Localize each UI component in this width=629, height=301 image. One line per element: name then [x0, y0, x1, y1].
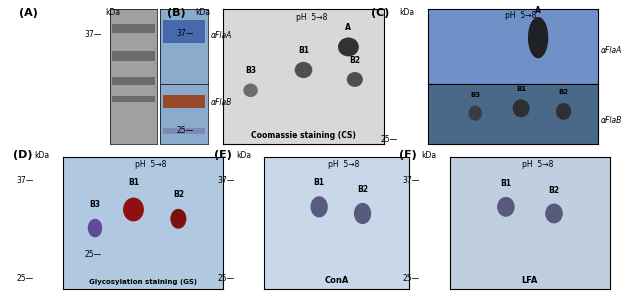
Text: B2: B2 [548, 186, 559, 195]
Text: LFA: LFA [521, 276, 538, 285]
Text: (C): (C) [371, 8, 389, 17]
Ellipse shape [354, 203, 371, 224]
Text: 25—: 25— [381, 135, 398, 144]
Text: B2: B2 [173, 190, 184, 199]
Ellipse shape [347, 72, 363, 87]
Ellipse shape [545, 203, 563, 223]
Text: pH  5→8: pH 5→8 [328, 160, 359, 169]
Text: kDa: kDa [106, 8, 121, 17]
Ellipse shape [88, 219, 102, 237]
Text: B2: B2 [349, 56, 360, 65]
Ellipse shape [170, 209, 186, 229]
Text: 37—: 37— [217, 176, 235, 185]
Text: kDa: kDa [421, 150, 437, 160]
Ellipse shape [311, 196, 328, 217]
Text: ConA: ConA [325, 276, 348, 285]
Text: kDa: kDa [195, 8, 210, 17]
Text: αFlaB: αFlaB [601, 116, 622, 125]
Ellipse shape [556, 103, 571, 120]
Ellipse shape [243, 83, 258, 97]
Text: pH  5→8: pH 5→8 [506, 11, 537, 20]
Text: (B): (B) [167, 8, 186, 17]
Text: pH  5→8: pH 5→8 [296, 13, 327, 22]
Text: 25—: 25— [403, 274, 420, 283]
Text: kDa: kDa [399, 8, 415, 17]
Bar [163, 95, 205, 108]
Text: B1: B1 [501, 179, 511, 188]
Text: Glycosylation staining (GS): Glycosylation staining (GS) [89, 279, 197, 285]
Text: A: A [345, 23, 352, 32]
Text: (E): (E) [214, 150, 231, 160]
Text: αFlaB: αFlaB [211, 98, 232, 107]
Ellipse shape [528, 17, 548, 58]
Text: B3: B3 [470, 92, 481, 98]
Text: 25—: 25— [85, 250, 102, 259]
Text: 37—: 37— [84, 30, 102, 39]
Text: 25—: 25— [177, 126, 194, 135]
Text: kDa: kDa [236, 150, 251, 160]
Ellipse shape [497, 197, 515, 217]
Bar [113, 77, 155, 85]
Bar [163, 20, 205, 43]
Text: Coomassie staining (CS): Coomassie staining (CS) [251, 132, 356, 140]
Bar [113, 51, 155, 61]
Text: B1: B1 [516, 85, 526, 92]
Text: αFlaA: αFlaA [211, 31, 232, 40]
Text: B1: B1 [298, 46, 309, 55]
Ellipse shape [338, 38, 359, 57]
Text: B3: B3 [245, 67, 256, 76]
Text: 37—: 37— [176, 29, 194, 38]
Text: kDa: kDa [35, 150, 50, 160]
Text: (D): (D) [13, 150, 32, 160]
Bar [113, 24, 155, 33]
Text: B1: B1 [314, 178, 325, 187]
Bar [163, 128, 205, 134]
Text: A: A [535, 6, 541, 15]
Text: B2: B2 [357, 185, 368, 194]
Text: B2: B2 [559, 88, 569, 95]
Bar [113, 96, 155, 102]
Text: (F): (F) [399, 150, 417, 160]
Text: pH  5→8: pH 5→8 [522, 160, 554, 169]
Ellipse shape [123, 197, 144, 222]
Text: B1: B1 [128, 178, 139, 187]
Text: 37—: 37— [403, 176, 420, 185]
Ellipse shape [469, 106, 482, 121]
Text: (A): (A) [19, 8, 38, 17]
Text: B3: B3 [89, 200, 101, 209]
Text: 37—: 37— [16, 176, 33, 185]
Ellipse shape [513, 99, 530, 117]
Text: 25—: 25— [218, 274, 235, 283]
Ellipse shape [294, 62, 313, 78]
Text: αFlaA: αFlaA [601, 46, 622, 55]
Text: pH  5→8: pH 5→8 [135, 160, 167, 169]
Text: 25—: 25— [16, 274, 33, 283]
